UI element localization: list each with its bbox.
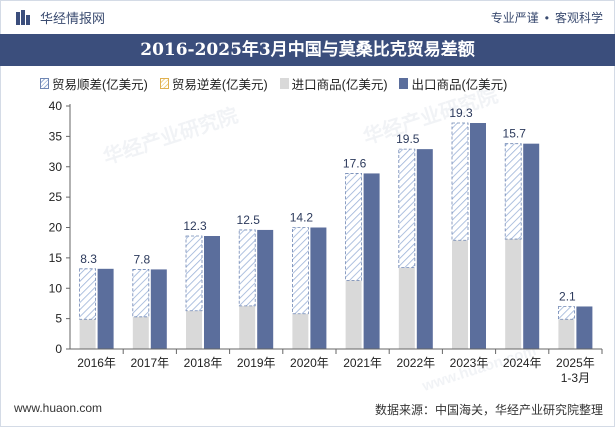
bar-surplus bbox=[238, 229, 256, 307]
bar-export bbox=[363, 173, 380, 349]
slogan: 专业严谨 • 客观科学 bbox=[491, 9, 603, 26]
bar-export bbox=[204, 236, 220, 349]
x-tick-label: 2019年 bbox=[237, 356, 276, 370]
header-bar: 华经情报网 专业严谨 • 客观科学 bbox=[0, 0, 615, 34]
x-tick-label: 2021年 bbox=[343, 356, 382, 370]
y-tick-label: 40 bbox=[49, 99, 63, 113]
bar-surplus bbox=[451, 122, 469, 241]
y-tick-label: 10 bbox=[49, 281, 63, 295]
data-label: 7.8 bbox=[133, 252, 150, 266]
data-label: 19.5 bbox=[396, 132, 420, 146]
bar-surplus bbox=[398, 148, 416, 268]
legend-item-import: 进口商品(亿美元) bbox=[279, 74, 388, 93]
bar-export bbox=[523, 143, 540, 349]
chart-title: 2016-2025年3月中国与莫桑比克贸易差额 bbox=[140, 40, 475, 60]
data-label: 2.1 bbox=[559, 289, 576, 303]
brand[interactable]: 华经情报网 bbox=[14, 8, 105, 27]
x-tick-label: 2024年 bbox=[503, 356, 542, 370]
bar-import bbox=[292, 313, 309, 349]
legend-swatch-deficit bbox=[159, 78, 169, 89]
y-tick-label: 20 bbox=[49, 221, 63, 235]
bar-export bbox=[470, 123, 486, 349]
x-tick-label: 1-3月 bbox=[561, 371, 590, 385]
y-tick-label: 0 bbox=[55, 342, 62, 356]
bar-import bbox=[186, 310, 202, 349]
legend-swatch-import bbox=[279, 78, 289, 89]
legend-label-deficit: 贸易逆差(亿美元) bbox=[171, 78, 268, 92]
bar-import bbox=[345, 280, 362, 349]
x-tick-label: 2022年 bbox=[396, 356, 435, 370]
legend-item-deficit: 贸易逆差(亿美元) bbox=[159, 74, 268, 93]
bar-export bbox=[576, 306, 593, 349]
slogan-right: 客观科学 bbox=[554, 11, 603, 25]
bar-export bbox=[97, 268, 114, 349]
legend: 贸易顺差(亿美元) 贸易逆差(亿美元) 进口商品(亿美元) 出口商品(亿美元) bbox=[40, 74, 519, 93]
bar-import bbox=[132, 316, 149, 349]
legend-label-export: 出口商品(亿美元) bbox=[411, 78, 508, 92]
y-tick-label: 35 bbox=[49, 129, 63, 143]
legend-label-surplus: 贸易顺差(亿美元) bbox=[52, 78, 148, 92]
title-bar: 2016-2025年3月中国与莫桑比克贸易差额 bbox=[0, 34, 615, 66]
bar-export bbox=[150, 269, 167, 349]
data-label: 17.6 bbox=[343, 156, 367, 170]
data-label: 19.3 bbox=[449, 106, 473, 120]
y-tick-label: 30 bbox=[49, 160, 63, 174]
legend-item-surplus: 贸易顺差(亿美元) bbox=[40, 74, 148, 93]
bar-surplus bbox=[345, 173, 363, 281]
brand-name: 华经情报网 bbox=[40, 11, 106, 26]
data-label: 14.2 bbox=[290, 211, 314, 225]
bar-import bbox=[452, 240, 468, 349]
bar-export bbox=[416, 149, 433, 349]
legend-item-export: 出口商品(亿美元) bbox=[399, 74, 507, 93]
data-label: 12.5 bbox=[237, 213, 261, 227]
bar-import bbox=[239, 305, 256, 349]
x-tick-label: 2016年 bbox=[77, 356, 116, 370]
legend-swatch-surplus bbox=[40, 78, 49, 89]
legend-swatch-export bbox=[399, 78, 409, 89]
bar-import bbox=[398, 267, 415, 349]
bar-surplus bbox=[504, 143, 522, 240]
data-label: 15.7 bbox=[503, 127, 527, 141]
y-tick-label: 15 bbox=[49, 251, 63, 265]
bar-export bbox=[257, 229, 274, 349]
x-tick-label: 2018年 bbox=[184, 356, 223, 370]
slogan-left: 专业严谨 bbox=[490, 11, 539, 25]
bar-import bbox=[558, 319, 575, 349]
bar-surplus bbox=[558, 306, 575, 320]
bar-surplus bbox=[291, 227, 309, 315]
x-tick-label: 2023年 bbox=[450, 356, 489, 370]
bar-export bbox=[310, 227, 327, 349]
slogan-dot-icon: • bbox=[544, 11, 549, 25]
brand-logo-icon bbox=[16, 9, 30, 25]
bar-surplus bbox=[185, 235, 203, 312]
x-tick-label: 2020年 bbox=[290, 356, 329, 370]
footer-site[interactable]: www.huaon.com bbox=[14, 401, 103, 415]
x-tick-label: 2025年 bbox=[556, 356, 595, 370]
bar-import bbox=[505, 239, 522, 349]
bar-surplus bbox=[132, 269, 150, 318]
y-tick-label: 5 bbox=[55, 312, 62, 326]
data-label: 8.3 bbox=[80, 252, 97, 266]
bar-import bbox=[79, 319, 96, 349]
footer-source: 数据来源：中国海关，华经产业研究院整理 bbox=[374, 403, 603, 417]
legend-label-import: 进口商品(亿美元) bbox=[291, 78, 388, 92]
data-label: 12.3 bbox=[183, 219, 207, 233]
x-tick-label: 2017年 bbox=[130, 356, 169, 370]
y-tick-label: 25 bbox=[49, 190, 63, 204]
bar-surplus bbox=[79, 268, 96, 320]
